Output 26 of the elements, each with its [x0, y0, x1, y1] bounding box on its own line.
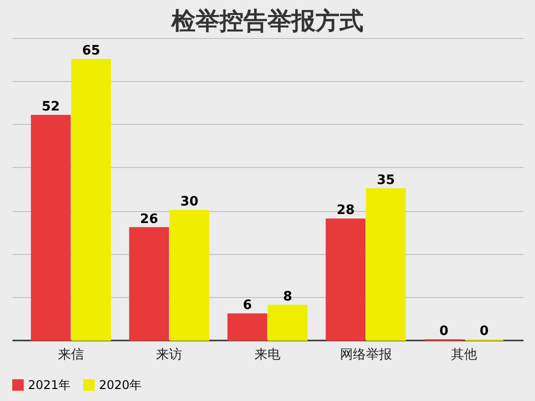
data-label: 28 [336, 203, 355, 218]
legend-label: 2021年 [28, 378, 71, 392]
data-label: 30 [180, 194, 198, 210]
data-label: 0 [439, 324, 448, 339]
bar [227, 313, 268, 341]
bar [366, 188, 406, 341]
bar [30, 114, 71, 341]
x-tick-label: 来信 [58, 348, 84, 362]
data-label: 26 [140, 212, 158, 227]
bar [129, 227, 169, 341]
bar [169, 210, 210, 341]
x-tick-label: 来电 [254, 348, 280, 362]
x-tick-label: 来访 [156, 346, 182, 362]
data-label: 8 [283, 289, 292, 304]
chart-title: 检举控告举报方式 [170, 6, 364, 35]
data-label: 52 [42, 100, 60, 115]
x-tick-label: 网络举报 [340, 348, 392, 362]
bar [71, 58, 112, 341]
bar [268, 304, 308, 341]
data-label: 0 [480, 324, 489, 339]
legend-label: 2020年 [99, 378, 142, 392]
bar [326, 218, 366, 341]
x-tick-label: 其他 [451, 348, 478, 362]
data-label: 6 [242, 298, 252, 314]
data-label: 65 [82, 44, 100, 59]
data-label: 35 [376, 173, 395, 188]
